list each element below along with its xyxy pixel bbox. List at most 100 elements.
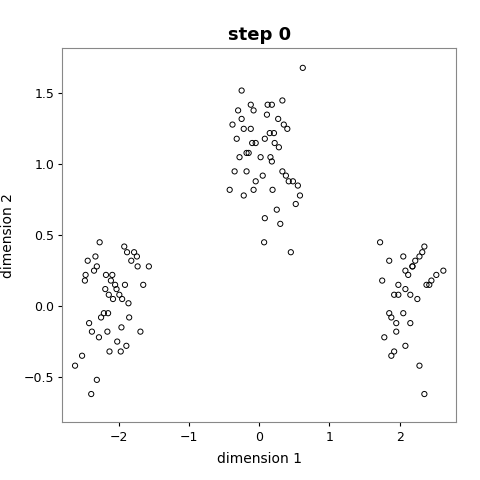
Point bbox=[113, 285, 120, 293]
Point bbox=[393, 319, 400, 327]
Point bbox=[376, 239, 384, 246]
Point bbox=[238, 87, 245, 95]
Point bbox=[264, 101, 272, 108]
Point bbox=[399, 310, 407, 317]
Point bbox=[88, 328, 96, 336]
Point bbox=[287, 248, 295, 256]
Point bbox=[294, 182, 302, 190]
Point bbox=[271, 139, 278, 147]
Point bbox=[87, 390, 95, 398]
Point bbox=[282, 172, 290, 180]
Point bbox=[420, 390, 428, 398]
Point bbox=[104, 328, 111, 336]
Point bbox=[278, 168, 286, 175]
Point bbox=[261, 135, 269, 143]
Point bbox=[402, 342, 409, 349]
Point bbox=[84, 257, 92, 264]
Point bbox=[101, 285, 109, 293]
Point bbox=[284, 125, 291, 132]
Point bbox=[125, 300, 132, 307]
Point bbox=[252, 139, 260, 147]
Point bbox=[92, 252, 99, 260]
Point bbox=[139, 281, 147, 288]
Point bbox=[385, 257, 393, 264]
Point bbox=[428, 277, 435, 285]
Point bbox=[236, 154, 243, 161]
Point bbox=[416, 362, 423, 370]
Point bbox=[108, 271, 116, 279]
Point bbox=[123, 248, 131, 256]
Point bbox=[402, 267, 409, 275]
Point bbox=[269, 186, 276, 193]
Point bbox=[395, 281, 402, 288]
Point bbox=[378, 277, 386, 285]
Point bbox=[408, 263, 416, 270]
Point bbox=[137, 328, 144, 336]
Point bbox=[420, 243, 428, 251]
Point bbox=[118, 324, 125, 331]
Point bbox=[121, 281, 129, 288]
Point bbox=[381, 334, 388, 341]
Point bbox=[385, 310, 393, 317]
Point bbox=[243, 149, 251, 157]
Point bbox=[263, 111, 271, 119]
Point bbox=[299, 64, 307, 72]
Point bbox=[97, 313, 105, 321]
Point bbox=[100, 310, 108, 317]
Point bbox=[95, 334, 103, 341]
Point bbox=[226, 186, 234, 193]
Point bbox=[268, 157, 276, 165]
Point bbox=[275, 144, 283, 151]
Point bbox=[289, 178, 297, 185]
Point bbox=[81, 277, 89, 285]
Point bbox=[390, 348, 398, 355]
Point bbox=[104, 310, 112, 317]
Point bbox=[440, 267, 447, 275]
Point bbox=[82, 271, 89, 279]
Point bbox=[393, 328, 400, 336]
Point bbox=[387, 313, 395, 321]
Title: step 0: step 0 bbox=[228, 25, 291, 44]
Point bbox=[266, 129, 274, 137]
Point bbox=[113, 338, 121, 346]
Point bbox=[432, 271, 440, 279]
Point bbox=[413, 295, 421, 303]
Point bbox=[423, 281, 431, 288]
Point bbox=[85, 319, 93, 327]
Point bbox=[245, 149, 252, 157]
Point bbox=[71, 362, 79, 370]
Point bbox=[268, 101, 276, 108]
Point bbox=[270, 129, 278, 137]
Point bbox=[250, 186, 257, 193]
Point bbox=[395, 291, 402, 299]
Point bbox=[260, 239, 268, 246]
Point bbox=[261, 215, 269, 222]
Point bbox=[280, 121, 288, 129]
Point bbox=[106, 348, 113, 355]
Point bbox=[240, 192, 248, 199]
Point bbox=[96, 239, 104, 246]
Point bbox=[419, 248, 426, 256]
Point bbox=[122, 342, 130, 349]
X-axis label: dimension 1: dimension 1 bbox=[216, 452, 302, 466]
Point bbox=[117, 348, 125, 355]
Point bbox=[248, 139, 256, 147]
Point bbox=[145, 263, 153, 270]
Point bbox=[247, 101, 254, 108]
Point bbox=[387, 352, 395, 360]
Point bbox=[120, 243, 128, 251]
Point bbox=[78, 352, 86, 360]
Point bbox=[134, 263, 142, 270]
Point bbox=[292, 200, 300, 208]
Point bbox=[273, 206, 281, 214]
Point bbox=[133, 252, 141, 260]
Point bbox=[399, 252, 407, 260]
Point bbox=[234, 107, 242, 114]
Point bbox=[116, 291, 123, 299]
Point bbox=[250, 107, 257, 114]
Point bbox=[102, 271, 110, 279]
Point bbox=[228, 121, 236, 129]
Point bbox=[231, 168, 239, 175]
Point bbox=[105, 291, 113, 299]
Point bbox=[276, 220, 284, 228]
